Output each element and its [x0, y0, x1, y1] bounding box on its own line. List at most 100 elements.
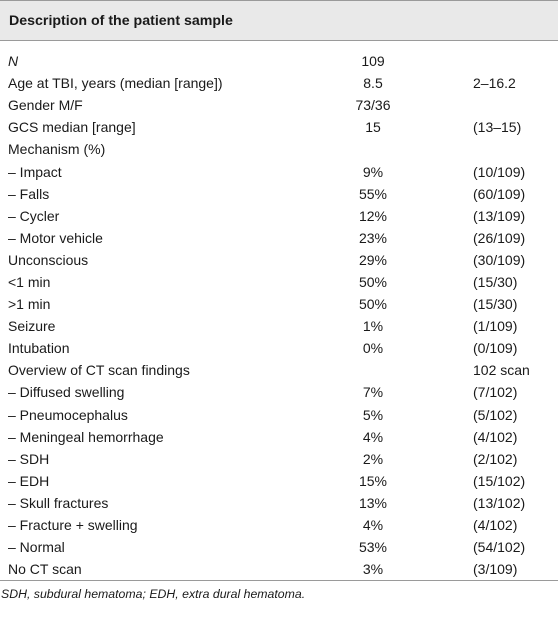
row-value: 7% — [362, 384, 384, 401]
row-value: 23% — [358, 229, 388, 246]
row-extra — [416, 94, 558, 116]
table-row: – Pneumocephalus 5% (5/102) — [0, 404, 558, 426]
row-extra: (4/102) — [473, 428, 518, 445]
row-value: 5% — [362, 406, 384, 423]
row-value — [330, 138, 416, 160]
row-value: 13% — [358, 494, 388, 511]
row-label: <1 min — [8, 273, 51, 290]
table-row: – Falls 55% (60/109) — [0, 183, 558, 205]
row-value: 53% — [358, 539, 388, 556]
row-label: GCS median [range] — [8, 119, 136, 136]
row-extra: (60/109) — [473, 185, 526, 202]
patient-sample-table: Description of the patient sample N 109 Ag… — [0, 0, 558, 582]
row-value: 109 — [361, 53, 385, 70]
row-value — [330, 359, 416, 381]
table-title: Description of the patient sample — [9, 12, 233, 29]
row-extra: (1/109) — [473, 318, 518, 335]
row-value: 4% — [362, 517, 384, 534]
row-extra: (54/102) — [473, 539, 526, 556]
row-extra: (10/109) — [473, 163, 526, 180]
row-extra: 2–16.2 — [473, 75, 516, 92]
table-row: – SDH 2% (2/102) — [0, 448, 558, 470]
row-value: 12% — [358, 207, 388, 224]
row-value: 55% — [358, 185, 388, 202]
row-label: – Fracture + swelling — [8, 517, 138, 534]
row-extra: (0/109) — [473, 340, 518, 357]
row-extra: (4/102) — [473, 517, 518, 534]
row-extra: 102 scan — [473, 362, 530, 379]
row-extra: (3/109) — [473, 561, 518, 578]
row-label: – Falls — [8, 185, 50, 202]
row-value: 1% — [362, 318, 384, 335]
row-value: 0% — [362, 340, 384, 357]
table-row: N 109 — [0, 41, 558, 72]
table-row: Gender M/F 73/36 — [0, 94, 558, 116]
row-value: 9% — [362, 163, 384, 180]
row-label: Overview of CT scan findings — [8, 362, 190, 379]
table-footnote: SDH, subdural hematoma; EDH, extra dural… — [1, 587, 306, 601]
table-row: Intubation 0% (0/109) — [0, 337, 558, 359]
table-body-wrap: N 109 Age at TBI, years (median [range]) 8.… — [0, 41, 558, 582]
row-label: – Normal — [8, 539, 65, 556]
row-extra: (5/102) — [473, 406, 518, 423]
row-value: 15% — [358, 472, 388, 489]
table-row: – Motor vehicle 23% (26/109) — [0, 227, 558, 249]
table-row: – Fracture + swelling 4% (4/102) — [0, 514, 558, 536]
table-row: Seizure 1% (1/109) — [0, 315, 558, 337]
row-value: 29% — [358, 251, 388, 268]
row-extra — [416, 41, 558, 72]
row-extra: (15/30) — [473, 296, 518, 313]
table-row: – Normal 53% (54/102) — [0, 536, 558, 558]
table-row: No CT scan 3% (3/109) — [0, 558, 558, 580]
row-label: Gender M/F — [8, 97, 83, 114]
row-label: – EDH — [8, 472, 50, 489]
row-value: 4% — [362, 428, 384, 445]
table-row: Age at TBI, years (median [range]) 8.5 2–1… — [0, 72, 558, 94]
row-extra: (15/30) — [473, 273, 518, 290]
row-value: 50% — [358, 273, 388, 290]
row-label: – Pneumocephalus — [8, 406, 128, 423]
row-extra — [416, 138, 558, 160]
row-label: N — [8, 53, 19, 70]
row-value: 50% — [358, 296, 388, 313]
row-value: 3% — [362, 561, 384, 578]
row-label: – Motor vehicle — [8, 229, 103, 246]
table-row: Mechanism (%) — [0, 138, 558, 160]
row-extra: (2/102) — [473, 450, 518, 467]
row-label: >1 min — [8, 296, 51, 313]
row-extra: (13/109) — [473, 207, 526, 224]
row-label: – Skull fractures — [8, 494, 109, 511]
row-label: – Impact — [8, 163, 62, 180]
row-label: Seizure — [8, 318, 56, 335]
row-label: – Meningeal hemorrhage — [8, 428, 164, 445]
table-row: – Meningeal hemorrhage 4% (4/102) — [0, 426, 558, 448]
row-extra: (13/102) — [473, 494, 526, 511]
table-row: – EDH 15% (15/102) — [0, 470, 558, 492]
table-row: – Cycler 12% (13/109) — [0, 205, 558, 227]
table-row: GCS median [range] 15 (13–15) — [0, 116, 558, 138]
row-label: No CT scan — [8, 561, 82, 578]
row-extra: (13–15) — [473, 119, 522, 136]
row-value: 73/36 — [355, 97, 391, 114]
row-label: Age at TBI, years (median [range]) — [8, 75, 223, 92]
table-header: Description of the patient sample — [0, 0, 558, 41]
row-label: Mechanism (%) — [8, 141, 106, 158]
table-row: – Skull fractures 13% (13/102) — [0, 492, 558, 514]
table-row: <1 min 50% (15/30) — [0, 271, 558, 293]
row-value: 15 — [365, 119, 381, 136]
table-row: >1 min 50% (15/30) — [0, 293, 558, 315]
row-label: – Diffused swelling — [8, 384, 125, 401]
row-label: Intubation — [8, 340, 70, 357]
table-body: N 109 Age at TBI, years (median [range]) 8.… — [0, 41, 558, 580]
row-extra: (7/102) — [473, 384, 518, 401]
row-extra: (30/109) — [473, 251, 526, 268]
table-row: Unconscious 29% (30/109) — [0, 249, 558, 271]
row-extra: (26/109) — [473, 229, 526, 246]
row-label: – Cycler — [8, 207, 60, 224]
row-label: Unconscious — [8, 251, 89, 268]
table-row: Overview of CT scan findings 102 scan — [0, 359, 558, 381]
table-row: – Impact 9% (10/109) — [0, 160, 558, 182]
table-row: – Diffused swelling 7% (7/102) — [0, 381, 558, 403]
row-value: 8.5 — [363, 75, 383, 92]
row-value: 2% — [362, 450, 384, 467]
